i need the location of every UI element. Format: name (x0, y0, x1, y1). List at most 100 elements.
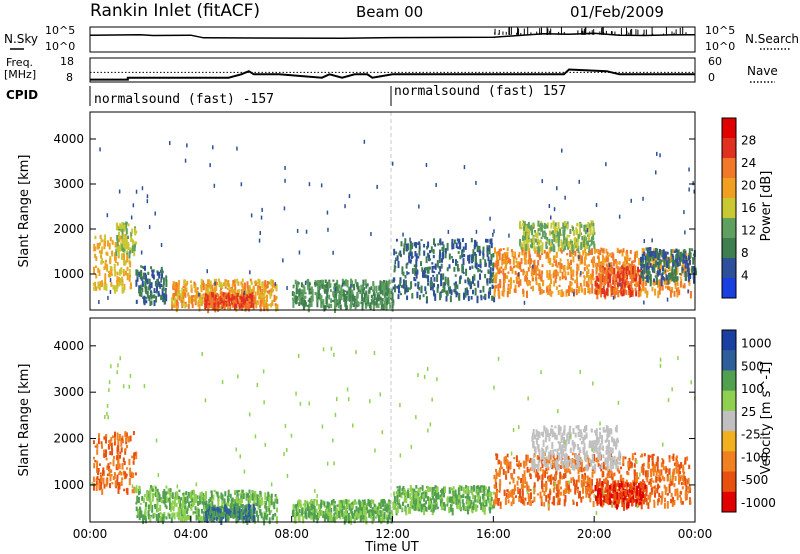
echo-cell (436, 506, 439, 510)
echo-cell (534, 230, 536, 233)
echo-cell (662, 254, 665, 260)
echo-cell (564, 472, 567, 478)
echo-cell (528, 250, 531, 258)
echo-cell (97, 468, 100, 473)
echo-cell (184, 301, 187, 309)
echo-cell (178, 280, 181, 285)
echo-cell (189, 280, 192, 283)
echo-cell (553, 234, 556, 242)
echo-cell (191, 303, 194, 308)
echo-cell (376, 506, 379, 512)
echo-cell (426, 252, 429, 258)
echo-cell (474, 287, 477, 296)
echo-cell (255, 502, 258, 507)
echo-cell (123, 488, 126, 492)
echo-cell (563, 275, 565, 279)
echo-cell (660, 500, 663, 505)
echo-cell (609, 262, 612, 267)
echo-cell (302, 284, 305, 288)
echo-cell (232, 300, 235, 303)
echo-cell (321, 512, 324, 515)
echo-cell (645, 265, 648, 274)
freq-series-line (90, 68, 695, 81)
echo-cell (370, 232, 372, 236)
echo-cell (533, 242, 535, 246)
echo-cell (472, 276, 474, 284)
echo-cell (487, 269, 490, 274)
echo-cell (580, 224, 583, 228)
echo-cell (561, 265, 564, 270)
echo-cell (170, 517, 173, 523)
echo-cell (462, 271, 465, 274)
echo-cell (469, 266, 472, 270)
echo-cell (541, 242, 544, 249)
echo-cell (385, 304, 388, 311)
echo-cell (211, 516, 214, 521)
echo-cell (304, 505, 307, 509)
echo-cell (109, 237, 112, 242)
echo-cell (150, 291, 153, 300)
echo-cell (275, 295, 278, 300)
echo-cell (426, 246, 429, 250)
echo-cell (115, 248, 118, 257)
echo-cell (546, 251, 549, 258)
echo-cell (677, 249, 680, 257)
echo-cell (557, 233, 560, 237)
echo-cell (620, 272, 623, 280)
echo-cell (558, 234, 561, 241)
echo-cell (344, 294, 347, 298)
echo-cell (129, 261, 132, 268)
colorbar-segment (722, 258, 736, 279)
echo-cell (567, 468, 570, 473)
echo-cell (649, 274, 652, 282)
echo-cell (527, 267, 530, 272)
echo-cell (180, 497, 183, 501)
echo-cell (491, 284, 494, 290)
echo-cell (626, 253, 629, 261)
echo-cell (420, 290, 423, 294)
echo-cell (515, 276, 518, 282)
echo-cell (292, 299, 295, 302)
echo-cell (107, 444, 110, 450)
echo-cell (630, 198, 632, 203)
echo-cell (132, 203, 135, 208)
echo-cell (355, 501, 358, 505)
echo-cell (357, 301, 360, 307)
echo-cell (432, 265, 435, 269)
echo-cell (524, 235, 526, 239)
echo-cell (108, 270, 110, 274)
echo-cell (121, 463, 124, 470)
echo-cell (418, 204, 420, 209)
echo-cell (401, 266, 404, 275)
echo-cell (228, 303, 231, 306)
echo-cell (149, 282, 152, 290)
echo-cell (318, 503, 321, 510)
echo-cell (589, 249, 592, 255)
echo-cell (610, 255, 613, 258)
echo-cell (461, 249, 464, 254)
echo-cell (605, 248, 608, 254)
echo-cell (252, 302, 255, 308)
echo-cell (262, 295, 265, 299)
echo-cell (583, 279, 586, 287)
echo-cell (516, 463, 519, 467)
echo-cell (642, 274, 645, 282)
echo-cell (454, 283, 457, 288)
echo-cell (357, 507, 360, 514)
echo-cell (387, 501, 390, 505)
echo-cell (308, 182, 311, 187)
echo-cell (241, 305, 244, 308)
echo-cell (518, 496, 521, 502)
echo-cell (129, 247, 132, 252)
echo-cell (396, 499, 399, 505)
echo-cell (468, 496, 471, 501)
echo-cell (111, 250, 114, 257)
echo-cell (437, 243, 440, 246)
echo-cell (489, 267, 492, 271)
echo-cell (432, 274, 435, 277)
echo-cell (481, 506, 484, 513)
echo-cell (241, 293, 244, 300)
echo-cell (141, 186, 144, 191)
echo-cell (441, 247, 444, 251)
echo-cell (564, 223, 567, 229)
